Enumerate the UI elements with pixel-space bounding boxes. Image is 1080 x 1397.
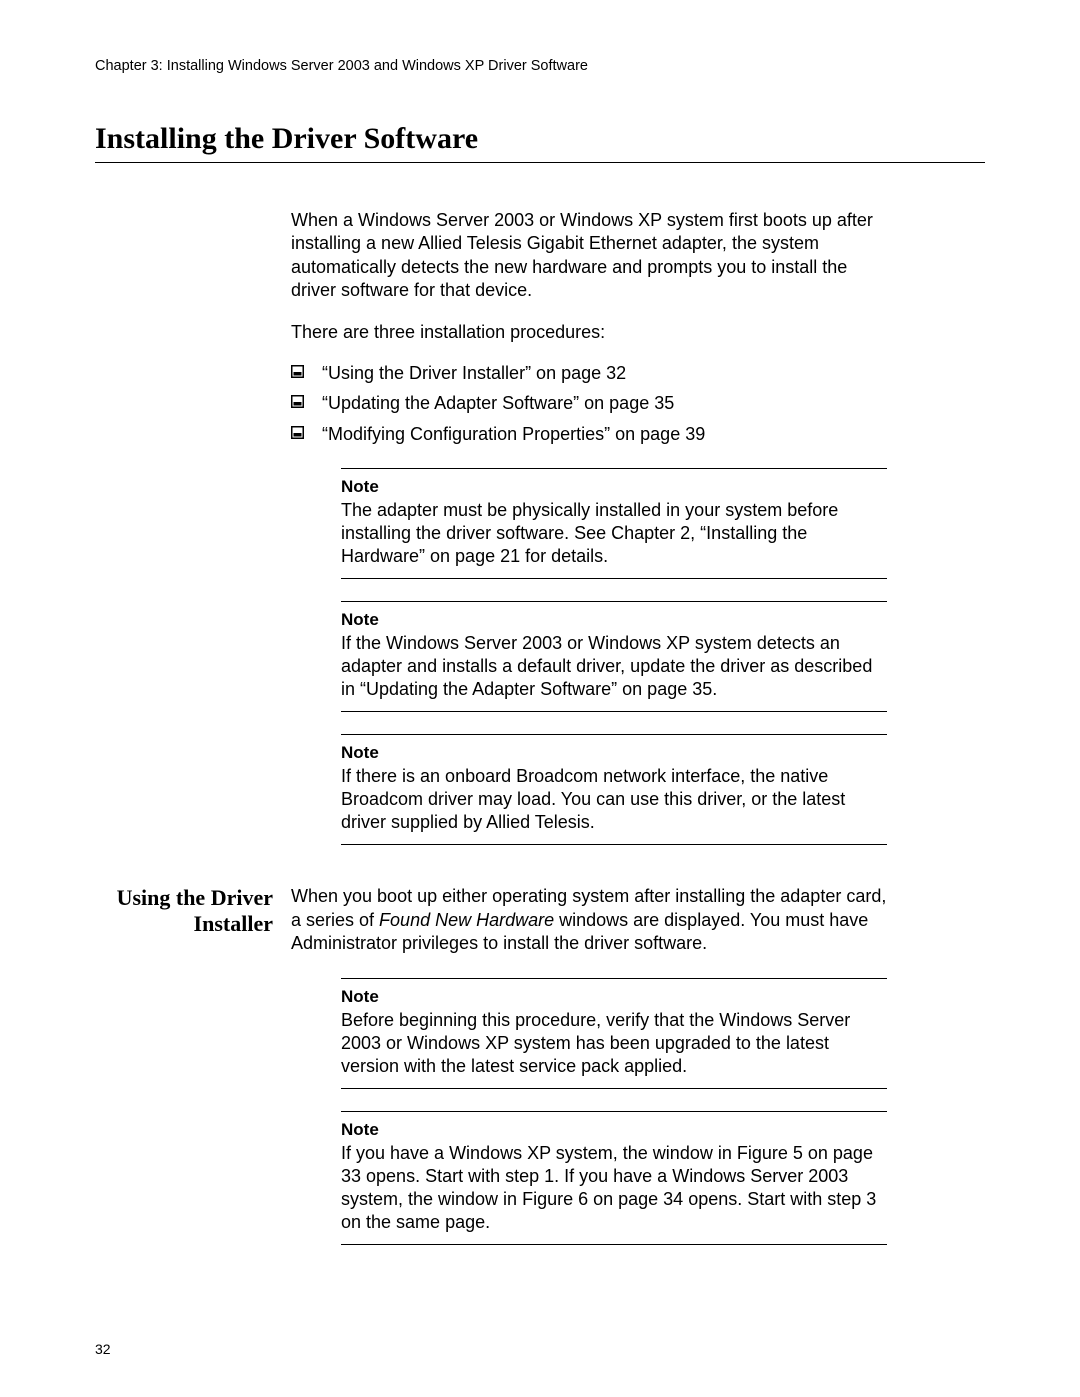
page-title: Installing the Driver Software: [95, 122, 985, 163]
intro-paragraph: There are three installation procedures:: [291, 321, 889, 344]
square-bullet-icon: [291, 395, 304, 408]
subsection: Using the Driver Installer When you boot…: [95, 885, 985, 1244]
square-bullet-icon: [291, 426, 304, 439]
note-text: If the Windows Server 2003 or Windows XP…: [341, 632, 887, 701]
subsection-body: When you boot up either operating system…: [291, 885, 889, 1244]
page: Chapter 3: Installing Windows Server 200…: [0, 0, 1080, 1397]
side-heading-line: Installer: [194, 911, 273, 936]
note-block: Note Before beginning this procedure, ve…: [341, 978, 887, 1089]
list-item-text: “Using the Driver Installer” on page 32: [322, 362, 626, 385]
note-block: Note If there is an onboard Broadcom net…: [341, 734, 887, 845]
note-block: Note The adapter must be physically inst…: [341, 468, 887, 579]
chapter-header: Chapter 3: Installing Windows Server 200…: [95, 58, 985, 74]
list-item: “Using the Driver Installer” on page 32: [291, 362, 889, 385]
list-item-text: “Updating the Adapter Software” on page …: [322, 392, 674, 415]
side-heading: Using the Driver Installer: [95, 885, 291, 936]
note-label: Note: [341, 743, 887, 763]
side-heading-line: Using the Driver: [117, 885, 273, 910]
note-block: Note If you have a Windows XP system, th…: [341, 1111, 887, 1245]
intro-paragraph: When a Windows Server 2003 or Windows XP…: [291, 209, 889, 303]
note-label: Note: [341, 610, 887, 630]
list-item-text: “Modifying Configuration Properties” on …: [322, 423, 705, 446]
note-label: Note: [341, 987, 887, 1007]
list-item: “Updating the Adapter Software” on page …: [291, 392, 889, 415]
note-text: If there is an onboard Broadcom network …: [341, 765, 887, 834]
note-text: The adapter must be physically installed…: [341, 499, 887, 568]
bullet-list: “Using the Driver Installer” on page 32 …: [291, 362, 889, 446]
note-label: Note: [341, 477, 887, 497]
note-block: Note If the Windows Server 2003 or Windo…: [341, 601, 887, 712]
note-text: If you have a Windows XP system, the win…: [341, 1142, 887, 1234]
subsection-paragraph: When you boot up either operating system…: [291, 885, 889, 955]
page-number: 32: [95, 1341, 111, 1357]
list-item: “Modifying Configuration Properties” on …: [291, 423, 889, 446]
intro-column: When a Windows Server 2003 or Windows XP…: [291, 209, 889, 845]
italic-text: Found New Hardware: [379, 910, 554, 930]
note-label: Note: [341, 1120, 887, 1140]
square-bullet-icon: [291, 365, 304, 378]
note-text: Before beginning this procedure, verify …: [341, 1009, 887, 1078]
